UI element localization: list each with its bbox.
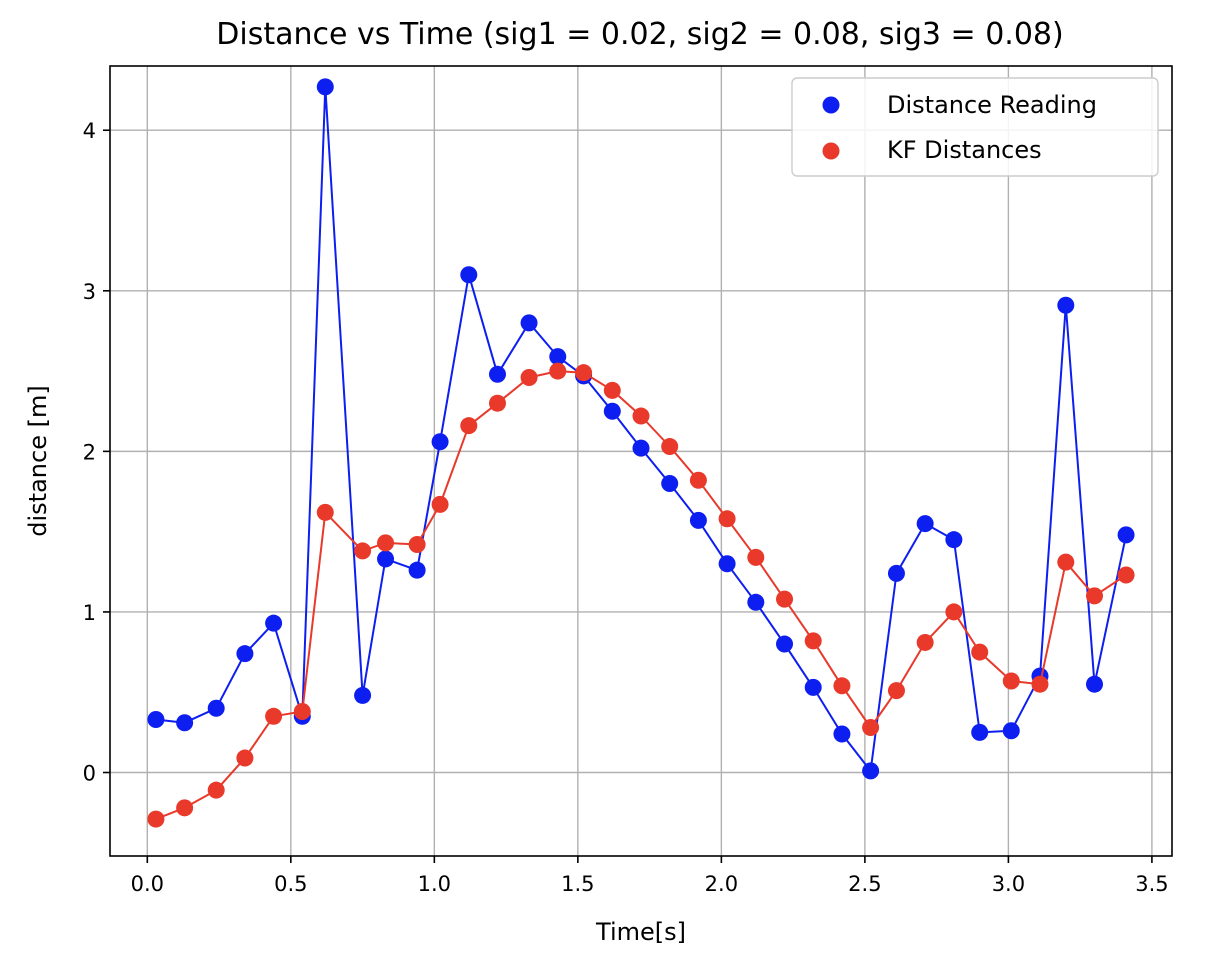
- data-point-kf-distances: [520, 369, 538, 387]
- data-point-kf-distances: [316, 503, 334, 521]
- data-point-distance-reading: [887, 564, 905, 582]
- data-point-kf-distances: [862, 719, 880, 737]
- data-point-kf-distances: [661, 438, 679, 456]
- data-point-kf-distances: [176, 799, 194, 817]
- data-point-distance-reading: [1057, 296, 1075, 314]
- y-axis: 0 1 2 3 4: [83, 119, 110, 786]
- data-point-distance-reading: [661, 474, 679, 492]
- y-tick-label: 1: [83, 601, 96, 625]
- legend: Distance Reading KF Distances: [791, 77, 1159, 177]
- data-point-kf-distances: [603, 381, 621, 399]
- data-point-distance-reading: [833, 725, 851, 743]
- data-point-distance-reading: [431, 433, 449, 451]
- x-tick-label: 1.0: [418, 872, 451, 896]
- data-point-distance-reading: [1002, 722, 1020, 740]
- y-tick-label: 3: [83, 280, 96, 304]
- data-point-distance-reading: [945, 531, 963, 549]
- data-point-kf-distances: [833, 677, 851, 695]
- plot-area: [147, 78, 1135, 828]
- data-point-kf-distances: [1031, 675, 1049, 693]
- data-point-distance-reading: [718, 555, 736, 573]
- data-point-distance-reading: [549, 348, 567, 366]
- x-axis: 0.0 0.5 1.0 1.5 2.0 2.5 3.0 3.5: [131, 856, 1169, 896]
- data-point-distance-reading: [776, 635, 794, 653]
- plot-frame: [109, 65, 1173, 857]
- data-point-distance-reading: [460, 266, 478, 284]
- x-tick-label: 3.0: [992, 872, 1025, 896]
- data-point-kf-distances: [377, 534, 395, 552]
- data-point-kf-distances: [804, 632, 822, 650]
- data-point-kf-distances: [1117, 566, 1135, 584]
- data-point-distance-reading: [916, 515, 934, 533]
- data-point-kf-distances: [1086, 587, 1104, 605]
- x-tick-label: 0.0: [131, 872, 164, 896]
- data-point-kf-distances: [916, 633, 934, 651]
- data-point-distance-reading: [176, 714, 194, 732]
- series-line-kf-distances: [155, 370, 1127, 821]
- data-point-kf-distances: [265, 707, 283, 725]
- data-point-distance-reading: [147, 711, 165, 729]
- data-point-kf-distances: [689, 471, 707, 489]
- data-point-kf-distances: [776, 590, 794, 608]
- data-point-distance-reading: [377, 550, 395, 568]
- data-point-kf-distances: [747, 548, 765, 566]
- chart-title: Distance vs Time (sig1 = 0.02, sig2 = 0.…: [216, 17, 1063, 52]
- data-point-kf-distances: [549, 362, 567, 380]
- data-point-distance-reading: [207, 699, 225, 717]
- data-point-kf-distances: [207, 781, 225, 799]
- data-point-kf-distances: [1057, 553, 1075, 571]
- legend-box: [791, 77, 1159, 177]
- y-tick-label: 2: [83, 440, 96, 464]
- data-point-kf-distances: [236, 749, 254, 767]
- x-tick-label: 0.5: [274, 872, 307, 896]
- data-point-distance-reading: [747, 593, 765, 611]
- data-point-kf-distances: [431, 495, 449, 513]
- x-tick-label: 1.5: [561, 872, 594, 896]
- data-point-kf-distances: [632, 407, 650, 425]
- data-point-kf-distances: [575, 364, 593, 382]
- data-point-distance-reading: [236, 645, 254, 663]
- data-point-kf-distances: [887, 682, 905, 700]
- x-tick-label: 3.5: [1135, 872, 1168, 896]
- series-line-distance-reading: [155, 85, 1128, 772]
- y-tick-label: 0: [83, 762, 96, 786]
- data-point-distance-reading: [862, 762, 880, 780]
- legend-label-kf-distances: KF Distances: [887, 136, 1042, 164]
- data-point-kf-distances: [354, 542, 372, 560]
- data-point-distance-reading: [354, 686, 372, 704]
- data-point-distance-reading: [971, 723, 989, 741]
- data-point-kf-distances: [293, 702, 311, 720]
- data-point-distance-reading: [316, 78, 334, 96]
- data-point-kf-distances: [718, 510, 736, 528]
- data-point-distance-reading: [1086, 675, 1104, 693]
- data-point-kf-distances: [408, 535, 426, 553]
- data-point-kf-distances: [1002, 672, 1020, 690]
- data-point-distance-reading: [265, 614, 283, 632]
- x-tick-label: 2.5: [848, 872, 881, 896]
- data-point-distance-reading: [632, 439, 650, 457]
- x-axis-label: Time[s]: [595, 918, 686, 946]
- data-point-kf-distances: [460, 417, 478, 435]
- data-point-distance-reading: [603, 402, 621, 420]
- data-point-distance-reading: [488, 365, 506, 383]
- data-point-kf-distances: [945, 603, 963, 621]
- data-point-distance-reading: [408, 561, 426, 579]
- data-point-distance-reading: [804, 678, 822, 696]
- data-point-distance-reading: [520, 314, 538, 332]
- x-tick-label: 2.0: [705, 872, 738, 896]
- data-point-kf-distances: [488, 394, 506, 412]
- data-point-distance-reading: [1117, 526, 1135, 544]
- legend-marker-kf-distances: [822, 142, 840, 160]
- data-point-kf-distances: [971, 643, 989, 661]
- data-point-kf-distances: [147, 810, 165, 828]
- data-point-distance-reading: [689, 511, 707, 529]
- y-axis-label: distance [m]: [24, 385, 52, 536]
- legend-marker-distance-reading: [822, 96, 840, 114]
- y-tick-label: 4: [83, 119, 96, 143]
- legend-label-distance-reading: Distance Reading: [887, 91, 1097, 119]
